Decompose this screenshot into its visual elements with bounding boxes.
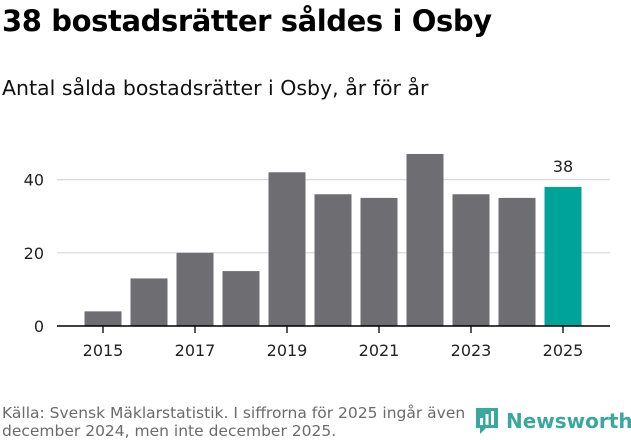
chart-subtitle: Antal sålda bostadsrätter i Osby, år för…	[2, 76, 429, 100]
y-tick-label: 40	[24, 171, 44, 190]
data-label: 38	[553, 157, 573, 176]
labels: 0 20 40 2015 2017 2019 2021 2023 2025 38	[24, 157, 584, 360]
newsworthy-logo-icon	[476, 408, 498, 434]
bar-2018	[222, 271, 260, 326]
bar-2016	[130, 278, 168, 326]
bar-2024	[498, 197, 536, 326]
y-tick-label: 20	[24, 244, 44, 263]
x-tick-label: 2019	[267, 341, 308, 360]
y-tick-label: 0	[34, 317, 44, 336]
axes	[57, 325, 610, 333]
x-tick-label: 2023	[451, 341, 492, 360]
x-tick-label: 2021	[359, 341, 400, 360]
bar-2022	[406, 153, 444, 326]
bar-2025	[544, 186, 582, 326]
x-tick-label: 2025	[543, 341, 584, 360]
bar-2015	[84, 311, 122, 326]
x-tick-label: 2015	[83, 341, 124, 360]
bar-2017	[176, 252, 214, 326]
bars	[84, 153, 582, 326]
bar-2023	[452, 194, 490, 326]
brand-name: Newsworthy	[506, 409, 631, 433]
bar-2019	[268, 172, 306, 326]
bar-2021	[360, 197, 398, 326]
x-tick-label: 2017	[175, 341, 216, 360]
bar-chart: 0 20 40 2015 2017 2019 2021 2023 2025 38	[24, 153, 610, 360]
brand-logo: Newsworthy	[474, 406, 631, 436]
chart-title: 38 bostadsrätter såldes i Osby	[2, 4, 492, 38]
bar-2020	[314, 194, 352, 326]
source-note: Källa: Svensk Mäklarstatistik. I siffror…	[2, 404, 466, 440]
